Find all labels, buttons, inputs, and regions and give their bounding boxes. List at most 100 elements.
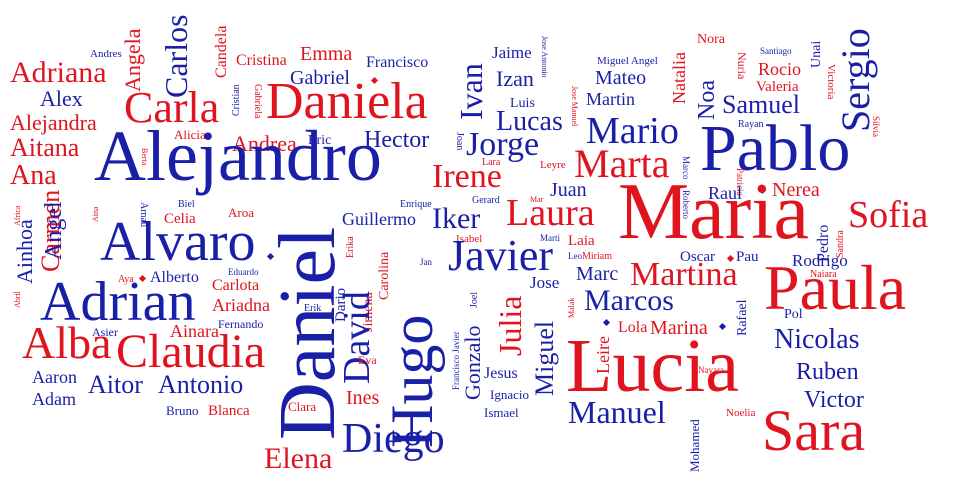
word-raul: Raul	[708, 183, 742, 203]
word-jose-antonio: Jose Antonio	[540, 36, 549, 78]
word-ignacio: Ignacio	[490, 387, 529, 402]
word-irene: Irene	[432, 158, 502, 195]
word-angel: Angel	[41, 201, 67, 260]
word-nora: Nora	[697, 32, 725, 47]
word-asier: Asier	[92, 325, 118, 339]
word-juan: Juan	[550, 179, 587, 201]
word-aya: Aya	[118, 274, 134, 285]
word-adam: Adam	[32, 389, 76, 409]
word-alejandra: Alejandra	[10, 110, 97, 135]
word-enrique: Enrique	[400, 199, 432, 210]
word-naiara: Naiara	[810, 269, 837, 280]
word-eva: Eva	[358, 353, 377, 367]
word-jaime: Jaime	[492, 43, 532, 62]
word-ainara: Ainara	[170, 321, 219, 341]
word-nuria: Nuria	[735, 52, 749, 80]
word-andres: Andres	[90, 48, 122, 60]
word-jorge: Jorge	[466, 126, 540, 163]
word-rocio: Rocio	[758, 59, 801, 79]
word-gonzalo: Gonzalo	[460, 325, 485, 400]
word-diego: Diego	[342, 416, 445, 462]
word-blanca: Blanca	[208, 403, 250, 419]
word-marti: Marti	[540, 233, 560, 243]
word-izan: Izan	[496, 66, 534, 91]
word-carolina: Carolina	[377, 251, 392, 300]
word-cristina: Cristina	[236, 52, 287, 69]
word-eric: Eric	[308, 133, 332, 148]
word-leyre: Leyre	[540, 159, 566, 171]
word-malak: Malak	[567, 297, 576, 318]
word-natalia: Natalia	[669, 52, 689, 104]
word-maria: Maria	[618, 168, 810, 256]
word-alberto: Alberto	[150, 269, 199, 286]
word-leo: Leo	[568, 251, 582, 261]
word-victoria: Victoria	[825, 64, 837, 100]
word-ainhoa: Ainhoa	[12, 219, 37, 284]
word-marc: Marc	[576, 263, 619, 285]
word-martin: Martin	[586, 89, 635, 109]
word-gabriela: Gabriela	[252, 84, 263, 119]
word-guillermo: Guillermo	[342, 209, 416, 229]
word-marina: Marina	[650, 317, 708, 339]
word-nayara: Nayara	[698, 365, 724, 375]
word-andrea: Andrea	[232, 131, 297, 156]
word-lucia: Lucia	[566, 324, 740, 408]
word-santiago: Santiago	[760, 46, 792, 56]
word-jose-manuel: Jose Manuel	[570, 86, 579, 127]
word-clara: Clara	[288, 399, 317, 414]
word-gabriel: Gabriel	[290, 67, 350, 89]
word-lola: Lola	[618, 319, 648, 336]
word-carlota: Carlota	[212, 277, 260, 294]
word-miguel: Miguel	[530, 320, 559, 396]
word-mario: Mario	[586, 110, 679, 152]
word-alvaro: Alvaro	[100, 211, 256, 273]
word-aitor: Aitor	[88, 370, 143, 399]
word-ruben: Ruben	[796, 359, 859, 385]
word-laura: Laura	[506, 192, 595, 234]
word-miguel-angel: Miguel Angel	[597, 55, 658, 67]
word-sofia: Sofia	[848, 194, 929, 236]
word-silvia: Silvia	[871, 116, 881, 138]
word-lucas: Lucas	[496, 106, 563, 137]
word-miriam: Miriam	[582, 251, 612, 262]
word-nicolas: Nicolas	[774, 324, 860, 355]
word-paula: Paula	[764, 252, 907, 323]
word-nerea: Nerea	[772, 179, 820, 201]
word-erik: Erik	[304, 303, 322, 314]
word-isabel: Isabel	[456, 233, 483, 245]
word-jose: Jose	[530, 273, 560, 292]
word-pablo: Pablo	[700, 112, 851, 185]
word-ana: Ana	[10, 160, 57, 191]
word-antonio: Antonio	[158, 370, 244, 399]
word-alex: Alex	[40, 86, 83, 111]
word-mar: Mar	[530, 195, 544, 204]
word-celia: Celia	[164, 211, 196, 227]
word-aroa: Aroa	[228, 205, 254, 220]
word-manuel: Manuel	[568, 394, 666, 430]
word-joan: Joan	[454, 132, 465, 151]
word-luis: Luis	[510, 96, 535, 111]
word-erika: Erika	[345, 236, 356, 258]
word-valeria: Valeria	[756, 79, 799, 95]
word-carla: Carla	[124, 83, 220, 132]
word-berta: Berta	[140, 148, 149, 166]
word-marta: Marta	[574, 141, 670, 186]
word-javier: Javier	[448, 231, 554, 280]
word-marcos: Marcos	[584, 284, 674, 317]
word-ines: Ines	[346, 387, 380, 409]
word-rodrigo: Rodrigo	[792, 251, 848, 270]
word-ivan: Ivan	[453, 63, 489, 120]
word-noelia: Noelia	[726, 407, 756, 419]
word-emma: Emma	[300, 43, 353, 65]
word-pau: Pau	[736, 249, 759, 265]
word-lara: Lara	[482, 157, 501, 168]
word-samuel: Samuel	[722, 90, 800, 119]
word-eduardo: Eduardo	[228, 267, 259, 277]
word-aina: Aina	[91, 206, 100, 222]
word-ariadna: Ariadna	[212, 295, 270, 315]
word-rayan: Rayan	[738, 119, 764, 130]
word-cristian: Cristian	[231, 84, 242, 116]
word-mohamed: Mohamed	[687, 419, 702, 472]
word-fernando: Fernando	[218, 317, 264, 331]
